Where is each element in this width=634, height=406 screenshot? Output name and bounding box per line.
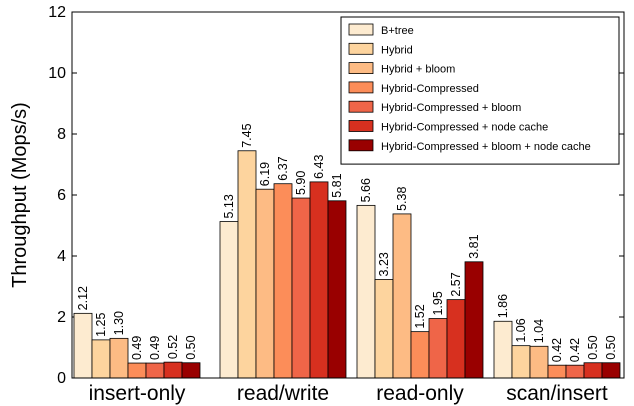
legend-entry: Hybrid	[381, 44, 413, 56]
bar-value-label: 7.45	[240, 123, 254, 147]
bar	[309, 181, 329, 379]
bar	[127, 362, 147, 379]
bar-value-label: 1.86	[496, 294, 510, 318]
bar-value-label: 1.95	[431, 291, 445, 315]
bar	[511, 345, 531, 379]
bar	[493, 320, 513, 379]
legend-swatch	[348, 62, 374, 74]
bar	[237, 150, 257, 379]
legend-entry: Hybrid-Compressed + bloom	[381, 102, 521, 114]
bar-value-label: 6.37	[276, 156, 290, 180]
y-tick-label: 6	[57, 187, 66, 204]
bar	[109, 337, 129, 379]
data-labels: 2.12 1.25 1.30 0.49 0.49 0.52 0.50 5.13 7.45 6.19…	[76, 123, 618, 362]
bar-value-label: 0.50	[586, 335, 600, 359]
bar-value-label: 6.43	[312, 155, 326, 179]
y-tick-label: 12	[48, 4, 66, 21]
bar	[410, 331, 430, 379]
bar-value-label: 1.30	[112, 311, 126, 335]
bar	[145, 362, 165, 379]
bar	[374, 279, 394, 379]
legend-entry: B+tree	[381, 25, 414, 37]
bar-value-label: 5.38	[395, 187, 409, 211]
bar-value-label: 0.42	[550, 338, 564, 362]
bar-value-label: 0.52	[166, 335, 180, 359]
y-tick-label: 0	[57, 370, 66, 387]
bar	[255, 188, 275, 379]
bar-value-label: 5.13	[222, 194, 236, 218]
x-category-label: scan/insert	[506, 382, 608, 405]
bar	[428, 318, 448, 379]
legend-entry: Hybrid-Compressed	[381, 83, 479, 95]
y-axis-title: Throughput (Mops/s)	[9, 102, 31, 288]
bar-value-label: 5.81	[330, 173, 344, 197]
bars	[73, 150, 621, 379]
bar	[356, 204, 376, 379]
bar-value-label: 6.19	[258, 162, 272, 186]
bar-value-label: 5.66	[359, 178, 373, 202]
bar	[446, 299, 466, 379]
legend-box	[340, 16, 620, 165]
bar-value-label: 3.81	[467, 234, 481, 258]
legend-swatch	[348, 120, 374, 132]
plot-frame	[71, 11, 625, 379]
bar-value-label: 0.49	[130, 336, 144, 360]
y-tick-label: 10	[48, 65, 66, 82]
y-tick-label: 4	[57, 248, 66, 265]
bar	[73, 312, 93, 379]
bar-value-label: 2.12	[76, 286, 90, 310]
bar	[583, 362, 603, 379]
bar	[273, 183, 293, 379]
bar-value-label: 1.04	[532, 319, 546, 343]
bar	[529, 345, 549, 379]
bar	[327, 200, 347, 379]
legend-entry: Hybrid-Compressed + node cache	[381, 122, 548, 134]
bar-value-label: 0.50	[184, 335, 198, 359]
legend-entry: Hybrid + bloom	[381, 64, 455, 76]
bar-value-label: 5.90	[294, 171, 308, 195]
bar-value-label: 0.42	[568, 338, 582, 362]
x-category-label: read-only	[376, 382, 464, 405]
y-tick-label: 2	[57, 309, 66, 326]
bar	[565, 364, 585, 379]
bar	[464, 261, 484, 379]
bar-value-label: 1.06	[514, 318, 528, 342]
x-category-label: insert-only	[89, 382, 186, 405]
bar-value-label: 1.52	[413, 304, 427, 328]
bar-value-label: 2.57	[449, 272, 463, 296]
bar	[291, 197, 311, 379]
legend-swatch	[348, 100, 374, 113]
bar-value-label: 0.50	[604, 335, 618, 359]
y-tick-label: 8	[57, 126, 66, 143]
x-category-label: read/write	[237, 382, 329, 405]
bar	[163, 361, 183, 379]
y-axis-ticks: 0 2 4 6 8 10 12	[48, 4, 624, 387]
bar-value-label: 3.23	[377, 252, 391, 276]
bar	[392, 213, 412, 379]
bar	[601, 362, 621, 379]
x-axis-categories: insert-only read/write read-only scan/inser…	[89, 382, 608, 405]
legend-swatch	[348, 139, 374, 152]
bar-value-label: 1.25	[94, 312, 108, 336]
legend-swatch	[348, 23, 374, 36]
bar	[181, 362, 201, 379]
legend-entry: Hybrid-Compressed + bloom + node cache	[381, 141, 591, 153]
bar-value-label: 0.49	[148, 336, 162, 360]
bar	[219, 221, 239, 379]
bar	[547, 364, 567, 379]
legend-swatch	[348, 81, 374, 94]
legend: B+tree Hybrid Hybrid + bloom Hybrid-Compres…	[340, 16, 620, 165]
legend-swatch	[348, 42, 374, 55]
bar	[91, 339, 111, 379]
